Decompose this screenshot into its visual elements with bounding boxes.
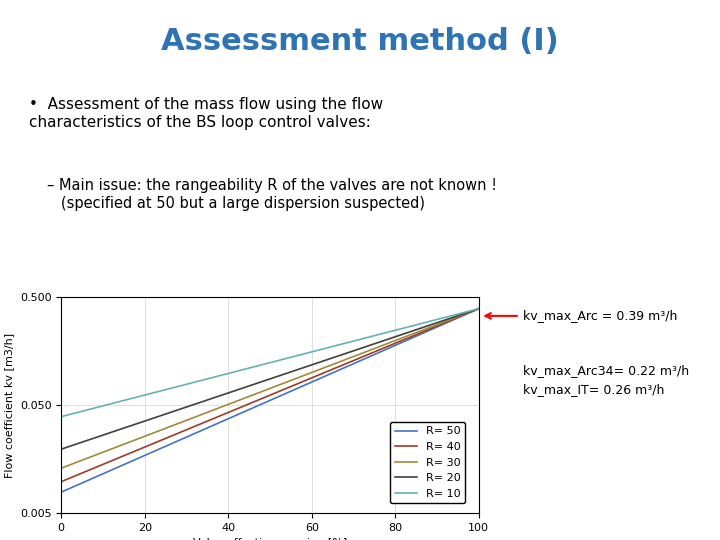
Line: R= 50: R= 50 [61, 309, 479, 492]
R= 50 [258, 401, 266, 407]
R= 40 [258, 395, 266, 402]
R= 40 [474, 306, 483, 312]
R= 20 [255, 379, 264, 386]
Legend: R= 50, R= 40, R= 30, R= 20, R= 10: R= 50, R= 40, R= 30, R= 20, R= 10 [390, 422, 465, 503]
Y-axis label: Flow coefficient kv [m3/h]: Flow coefficient kv [m3/h] [4, 333, 14, 477]
R= 20 [399, 331, 408, 338]
R= 40 [255, 396, 264, 403]
R= 30 [283, 379, 292, 385]
R= 40 [283, 385, 292, 392]
Line: R= 40: R= 40 [61, 309, 479, 482]
R= 10 [258, 361, 266, 368]
R= 20 [305, 362, 314, 369]
R= 10 [255, 362, 264, 369]
R= 10 [283, 355, 292, 361]
R= 30 [464, 309, 473, 316]
R= 10 [399, 325, 408, 332]
R= 10 [464, 308, 473, 314]
Line: R= 10: R= 10 [61, 309, 479, 417]
R= 30 [399, 334, 408, 341]
R= 20 [283, 370, 292, 376]
R= 10 [57, 414, 66, 420]
R= 30 [258, 388, 266, 395]
R= 20 [258, 379, 266, 385]
R= 10 [305, 349, 314, 356]
R= 10 [474, 306, 483, 312]
Text: •  Assessment of the mass flow using the flow
characteristics of the BS loop con: • Assessment of the mass flow using the … [29, 97, 383, 130]
Text: Assessment method (I): Assessment method (I) [161, 27, 559, 56]
R= 40 [57, 478, 66, 485]
Text: kv_max_Arc = 0.39 m³/h: kv_max_Arc = 0.39 m³/h [523, 309, 678, 322]
R= 40 [305, 375, 314, 382]
R= 30 [57, 465, 66, 471]
R= 30 [305, 370, 314, 376]
R= 50 [57, 489, 66, 495]
R= 50 [255, 402, 264, 408]
R= 40 [464, 309, 473, 316]
R= 20 [464, 309, 473, 315]
Text: – Main issue: the rangeability R of the valves are not known !
   (specified at : – Main issue: the rangeability R of the … [47, 178, 497, 211]
R= 50 [474, 306, 483, 312]
Text: kv_max_Arc34= 0.22 m³/h
kv_max_IT= 0.26 m³/h: kv_max_Arc34= 0.22 m³/h kv_max_IT= 0.26 … [523, 364, 690, 396]
R= 50 [464, 310, 473, 316]
R= 20 [57, 446, 66, 453]
R= 30 [474, 306, 483, 312]
X-axis label: Valve effective opening [%]: Valve effective opening [%] [193, 538, 347, 540]
R= 20 [474, 306, 483, 312]
R= 50 [399, 339, 408, 345]
Line: R= 20: R= 20 [61, 309, 479, 449]
Line: R= 30: R= 30 [61, 309, 479, 468]
R= 40 [399, 336, 408, 343]
R= 50 [283, 390, 292, 396]
R= 50 [305, 380, 314, 386]
R= 30 [255, 389, 264, 396]
